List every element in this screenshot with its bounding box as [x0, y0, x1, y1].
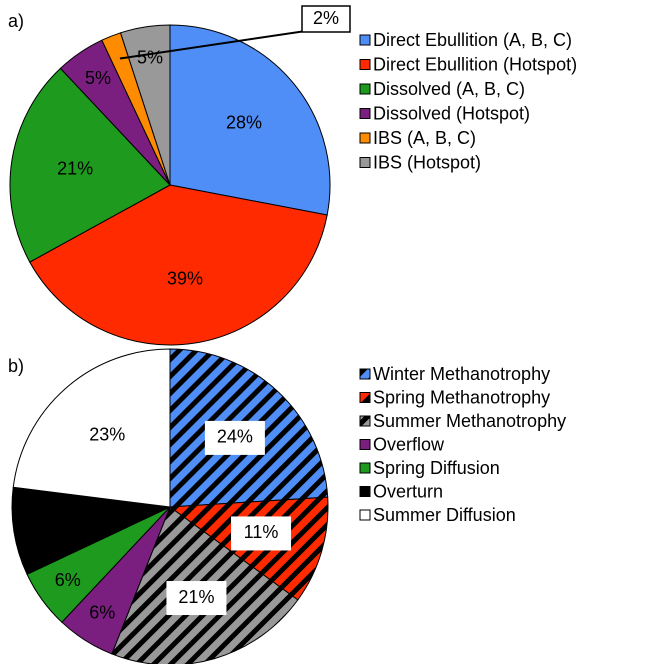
data-label: 23%: [89, 425, 125, 445]
pie-slice: [12, 348, 171, 508]
legend-label: Direct Ebullition (A, B, C): [373, 30, 572, 50]
label-box: [204, 420, 265, 455]
label-box: [301, 5, 351, 33]
panel-label: a): [8, 11, 24, 31]
legend-swatch: [359, 59, 371, 70]
data-label: 6%: [55, 570, 81, 590]
label-box: [166, 581, 227, 616]
legend-label: IBS (Hotspot): [373, 152, 481, 172]
legend-swatch: [359, 509, 371, 521]
pie-slice: [29, 184, 328, 346]
data-label: 5%: [137, 47, 163, 67]
pie-slice: [169, 24, 331, 216]
data-label: 39%: [167, 269, 203, 289]
legend-swatch: [359, 34, 371, 46]
legend-label: Spring Methanotrophy: [373, 387, 550, 407]
legend-swatch: [359, 415, 371, 427]
data-label: 28%: [226, 113, 262, 133]
data-label: 2%: [313, 8, 339, 28]
legend-label: Direct Ebullition (Hotspot): [373, 54, 577, 74]
legend-swatch: [359, 83, 371, 95]
legend-swatch: [359, 486, 371, 497]
legend-label: Summer Diffusion: [373, 505, 516, 525]
data-label: 11%: [244, 522, 279, 542]
data-label: 5%: [85, 68, 111, 88]
data-label: 9%: [63, 511, 89, 531]
pie-slice: [9, 67, 171, 263]
legend-label: Overflow: [373, 434, 445, 454]
pie-slice: [11, 486, 172, 575]
legend-swatch: [359, 462, 371, 474]
legend-label: Overturn: [373, 481, 443, 501]
legend-swatch: [359, 108, 371, 119]
data-label: 24%: [217, 427, 253, 447]
legend-swatch: [359, 439, 371, 450]
data-label: 21%: [178, 587, 214, 607]
pie-slice: [119, 24, 171, 186]
data-label: 6%: [89, 602, 115, 622]
leader-line: [119, 27, 327, 60]
legend-label: Summer Methanotrophy: [373, 411, 566, 431]
legend-label: Spring Diffusion: [373, 458, 500, 478]
legend-swatch: [359, 132, 371, 144]
panel-label: b): [8, 356, 24, 376]
legend-label: Winter Methanotrophy: [373, 364, 550, 384]
legend-label: Dissolved (Hotspot): [373, 103, 530, 123]
legend-label: Dissolved (A, B, C): [373, 79, 525, 99]
label-box: [231, 516, 292, 551]
legend-swatch: [359, 368, 371, 380]
data-label: 21%: [57, 159, 93, 179]
legend-label: IBS (A, B, C): [373, 128, 476, 148]
legend-swatch: [359, 157, 371, 168]
legend-swatch: [359, 392, 371, 403]
